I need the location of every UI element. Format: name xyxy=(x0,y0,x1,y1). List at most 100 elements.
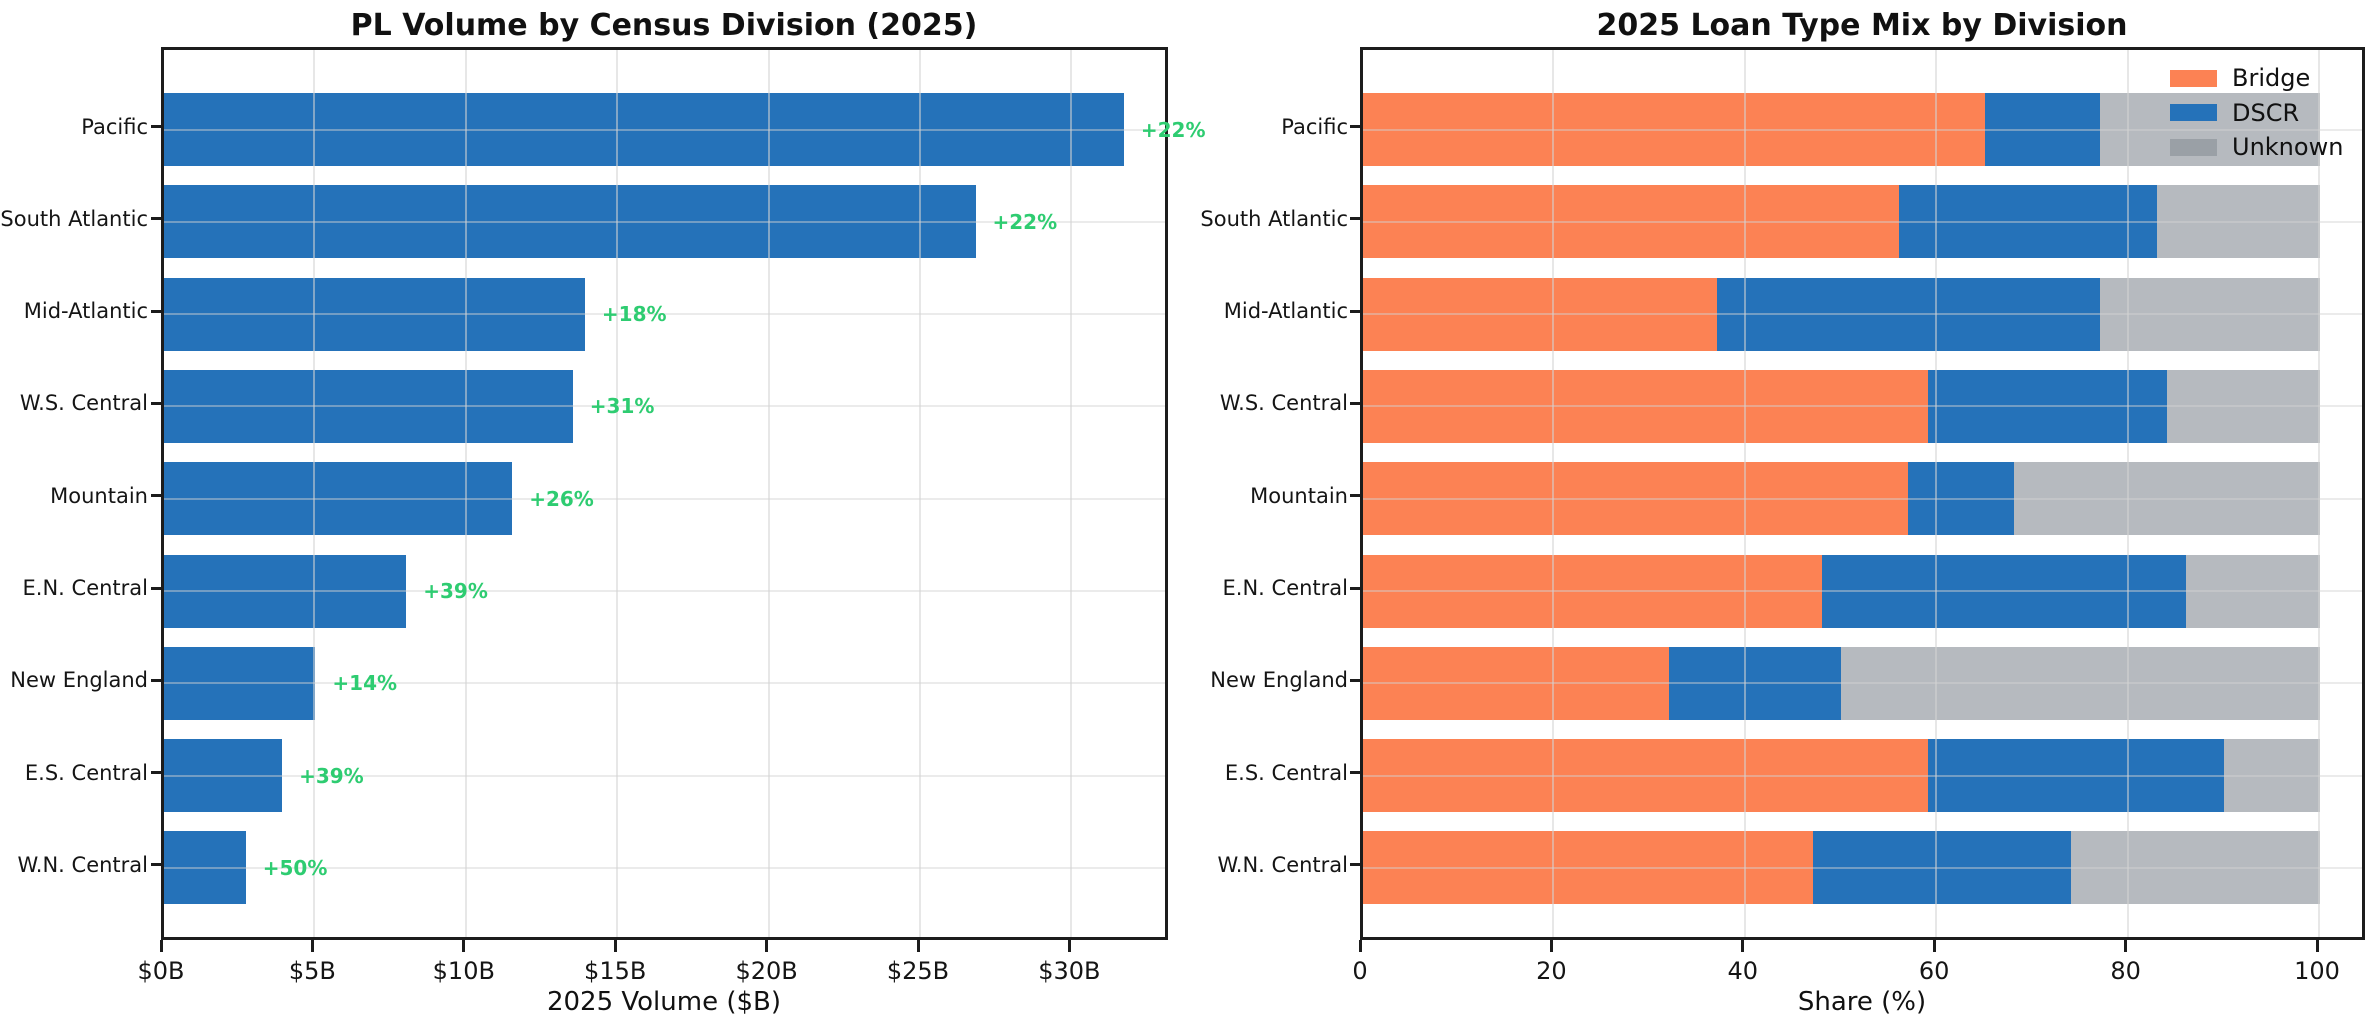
bar-segment-dscr xyxy=(1822,554,2187,628)
volume-bar xyxy=(164,185,976,259)
growth-label: +50% xyxy=(262,855,328,880)
x-axis-tick-label: $30B xyxy=(1038,957,1101,985)
x-axis-tick-label: 40 xyxy=(1727,957,1759,985)
y-tick-mark xyxy=(151,586,161,590)
x-tick-mark xyxy=(1549,940,1553,952)
gridline-horizontal xyxy=(1363,866,2362,869)
x-tick-mark xyxy=(613,940,617,952)
y-axis-category-label: Mid-Atlantic xyxy=(1223,299,1348,324)
gridline-horizontal xyxy=(1363,497,2362,500)
legend-entry-unknown: Unknown xyxy=(2170,130,2343,165)
stacked-bar-row xyxy=(1363,831,2320,905)
volume-bar xyxy=(164,646,316,720)
bar-segment-bridge xyxy=(1363,739,1928,813)
bar-segment-unknown xyxy=(1841,646,2320,720)
x-tick-mark xyxy=(1741,940,1745,952)
volume-bar xyxy=(164,831,246,905)
gridline-horizontal xyxy=(1363,405,2362,408)
y-axis-category-label: E.S. Central xyxy=(1224,760,1348,785)
y-tick-mark xyxy=(1350,771,1360,775)
x-axis-tick-label: $5B xyxy=(288,957,336,985)
y-tick-mark xyxy=(151,494,161,498)
bar-segment-unknown xyxy=(2099,277,2320,351)
stacked-bar-row xyxy=(1363,646,2320,720)
x-axis-tick-label: 80 xyxy=(2110,957,2141,985)
stacked-bar-row xyxy=(1363,185,2320,259)
y-axis-category-label: W.S. Central xyxy=(19,391,148,416)
loan-mix-chart-plot-area xyxy=(1360,47,2365,940)
stacked-bar-row xyxy=(1363,277,2320,351)
gridline-vertical xyxy=(1552,50,1555,937)
growth-label: +31% xyxy=(589,394,655,419)
volume-bar xyxy=(164,369,573,443)
gridline-horizontal xyxy=(1363,128,2362,131)
y-tick-mark xyxy=(1350,678,1360,682)
y-tick-mark xyxy=(151,863,161,867)
gridline-vertical xyxy=(616,50,619,937)
y-tick-mark xyxy=(1350,401,1360,405)
stacked-bar-row xyxy=(1363,739,2320,813)
x-axis-tick-label: $25B xyxy=(886,957,950,985)
y-tick-mark xyxy=(151,309,161,313)
y-tick-mark xyxy=(151,125,161,128)
y-axis-category-label: Mid-Atlantic xyxy=(23,299,148,324)
x-axis-tick-label: 20 xyxy=(1536,957,1567,985)
volume-bar xyxy=(164,462,513,536)
gridline-vertical xyxy=(767,50,770,937)
legend-entry-label: Unknown xyxy=(2232,133,2344,162)
growth-label: +18% xyxy=(601,302,667,327)
volume-bar xyxy=(164,93,1124,166)
x-tick-mark xyxy=(1067,940,1071,952)
y-axis-category-label: South Atlantic xyxy=(0,206,148,231)
x-tick-mark xyxy=(2124,940,2128,952)
bar-segment-dscr xyxy=(1812,831,2072,905)
x-tick-mark xyxy=(2315,940,2319,952)
bar-segment-dscr xyxy=(1669,646,1842,720)
x-axis-tick-label: 100 xyxy=(2294,957,2340,985)
gridline-vertical xyxy=(2126,50,2129,937)
gridline-horizontal xyxy=(164,866,1165,869)
x-tick-mark xyxy=(765,940,769,952)
legend-entry-dscr: DSCR xyxy=(2170,96,2343,131)
x-axis-tick-label: $10B xyxy=(432,957,495,985)
bar-segment-bridge xyxy=(1363,93,1986,166)
gridline-horizontal xyxy=(164,220,1165,223)
y-axis-category-label: E.S. Central xyxy=(24,760,148,785)
y-tick-mark xyxy=(151,771,161,775)
gridline-horizontal xyxy=(1363,313,2362,316)
gridline-horizontal xyxy=(1363,774,2362,777)
gridline-vertical xyxy=(1743,50,1746,937)
bar-segment-dscr xyxy=(1898,185,2158,259)
gridline-vertical xyxy=(1935,50,1938,937)
bar-segment-unknown xyxy=(2157,185,2320,259)
x-axis-tick-label: 0 xyxy=(1352,957,1368,985)
y-axis-category-label: New England xyxy=(1210,668,1348,693)
y-tick-mark xyxy=(151,217,161,221)
y-tick-mark xyxy=(1350,217,1360,221)
growth-label: +26% xyxy=(529,486,594,511)
y-tick-mark xyxy=(1350,494,1360,498)
stacked-bar-row xyxy=(1363,554,2320,628)
gridline-vertical xyxy=(313,50,316,937)
volume-bar xyxy=(164,277,585,351)
bridge-legend-swatch xyxy=(2170,69,2217,87)
gridline-vertical xyxy=(464,50,467,937)
bar-segment-bridge xyxy=(1363,277,1718,351)
gridline-horizontal xyxy=(164,313,1165,316)
gridline-horizontal xyxy=(164,405,1165,408)
y-axis-category-label: W.N. Central xyxy=(17,852,148,877)
growth-label: +22% xyxy=(992,209,1058,234)
growth-label: +39% xyxy=(299,763,364,788)
legend: Bridge DSCR Unknown xyxy=(2170,61,2343,165)
bar-segment-unknown xyxy=(2013,462,2320,536)
dscr-legend-swatch xyxy=(2170,104,2217,122)
bar-segment-dscr xyxy=(1927,739,2225,813)
growth-label: +14% xyxy=(332,671,398,696)
x-tick-mark xyxy=(1932,940,1936,952)
gridline-horizontal xyxy=(164,682,1165,685)
volume-chart-plot-area: +22% +22% +18% +31% +26% +39% +14% +39% +50% xyxy=(161,47,1206,940)
growth-label: +39% xyxy=(423,579,488,603)
y-tick-mark xyxy=(1350,586,1360,590)
y-axis-category-label: Mountain xyxy=(1250,483,1348,508)
y-axis-category-label: W.S. Central xyxy=(1219,391,1348,416)
